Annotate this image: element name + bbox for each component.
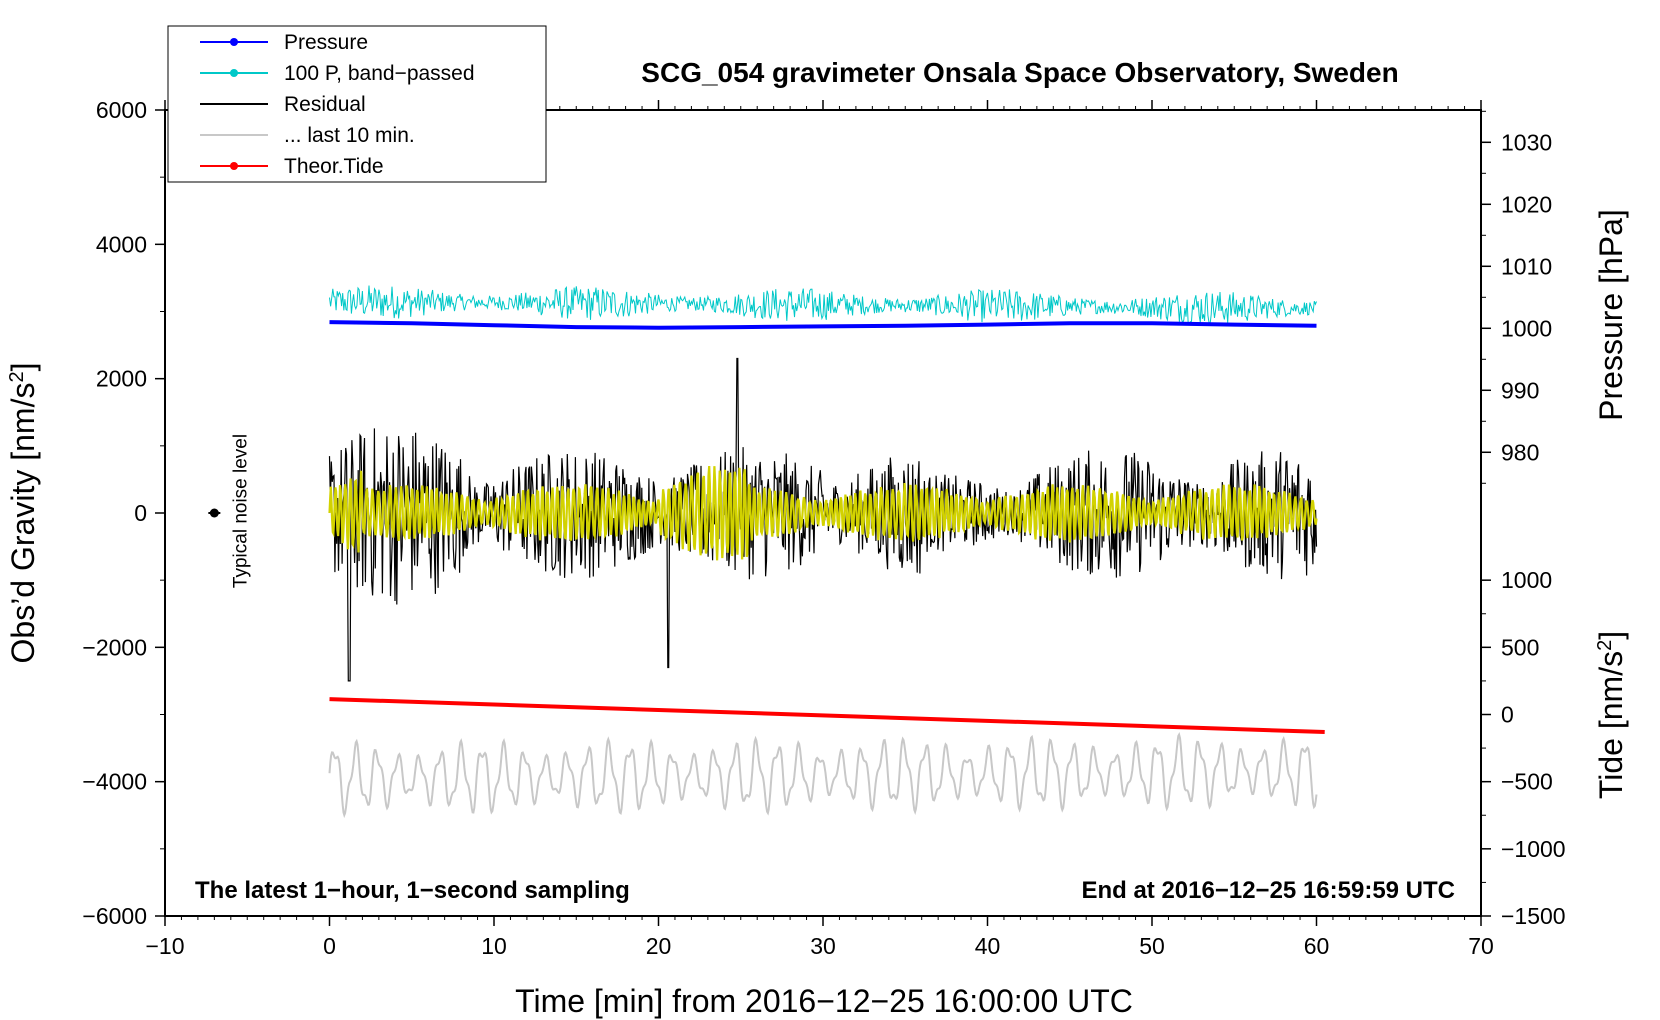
- y-axis-title-left: Obs’d Gravity [nm/s2]: [5, 363, 41, 664]
- y-axis-title-pressure: Pressure [hPa]: [1593, 209, 1629, 421]
- legend-label: Residual: [284, 93, 366, 116]
- legend-label: ... last 10 min.: [284, 124, 415, 147]
- series-residual-line: [328, 357, 1318, 682]
- tide-tick-label: 500: [1501, 634, 1539, 660]
- y-left-tick-label: 2000: [96, 366, 147, 392]
- noise-marker: Typical noise level: [208, 434, 251, 588]
- y-left-tick-label: −4000: [82, 769, 147, 795]
- note-right: End at 2016−12−25 16:59:59 UTC: [1081, 877, 1455, 904]
- x-tick-label: 60: [1304, 933, 1330, 959]
- x-axis-title: Time [min] from 2016−12−25 16:00:00 UTC: [515, 983, 1133, 1019]
- x-tick-label: 40: [975, 933, 1001, 959]
- series-band-passed-residual-line: [328, 466, 1318, 561]
- x-tick-label: 70: [1468, 933, 1494, 959]
- series-band-passed-pressure-line: [329, 285, 1317, 326]
- y-left-tick-label: 6000: [96, 97, 147, 123]
- pressure-tick-label: 1020: [1501, 191, 1552, 217]
- legend-dot: [230, 69, 238, 77]
- tide-tick-label: −1500: [1501, 903, 1566, 929]
- noise-point: [209, 508, 219, 518]
- tide-tick-label: 0: [1501, 702, 1514, 728]
- tide-tick-label: −1000: [1501, 836, 1566, 862]
- legend-label: 100 P, band−passed: [284, 62, 475, 85]
- legend-label: Theor.Tide: [284, 155, 384, 178]
- y-axis-title-tide: Tide [nm/s2]: [1593, 631, 1629, 799]
- series-last-10-min-line: [328, 731, 1318, 819]
- y-left-tick-label: 4000: [96, 231, 147, 257]
- pressure-tick-label: 1030: [1501, 129, 1552, 155]
- legend: Pressure 100 P, band−passed Residual ... la…: [167, 25, 547, 183]
- tide-tick-label: −500: [1501, 769, 1553, 795]
- x-tick-label: 0: [323, 933, 336, 959]
- series-layer: [328, 285, 1325, 819]
- chart-title: SCG_054 gravimeter Onsala Space Observat…: [641, 57, 1398, 88]
- pressure-tick-label: 990: [1501, 377, 1539, 403]
- legend-label: Pressure: [284, 31, 368, 54]
- legend-dot: [230, 162, 238, 170]
- series-pressure-line: [329, 320, 1317, 330]
- x-tick-label: 10: [481, 933, 507, 959]
- noise-label: Typical noise level: [230, 434, 251, 588]
- pressure-tick-label: 980: [1501, 439, 1539, 465]
- series-theor-tide-line: [329, 697, 1325, 734]
- x-tick-label: 30: [810, 933, 836, 959]
- y-left-tick-label: 0: [134, 500, 147, 526]
- pressure-tick-label: 1000: [1501, 315, 1552, 341]
- ticks-layer: −10 0 10 20 30 40 50 60 706000400020000−2000−400…: [82, 97, 1565, 959]
- y-left-tick-label: −6000: [82, 903, 147, 929]
- x-tick-label: 20: [646, 933, 672, 959]
- x-tick-label: 50: [1139, 933, 1165, 959]
- note-left: The latest 1−hour, 1−second sampling: [195, 877, 630, 904]
- pressure-tick-label: 1010: [1501, 253, 1552, 279]
- legend-dot: [230, 38, 238, 46]
- tide-tick-label: 1000: [1501, 567, 1552, 593]
- y-left-tick-label: −2000: [82, 634, 147, 660]
- x-tick-label: −10: [145, 933, 184, 959]
- legend-items: Pressure 100 P, band−passed Residual ... la…: [200, 31, 475, 178]
